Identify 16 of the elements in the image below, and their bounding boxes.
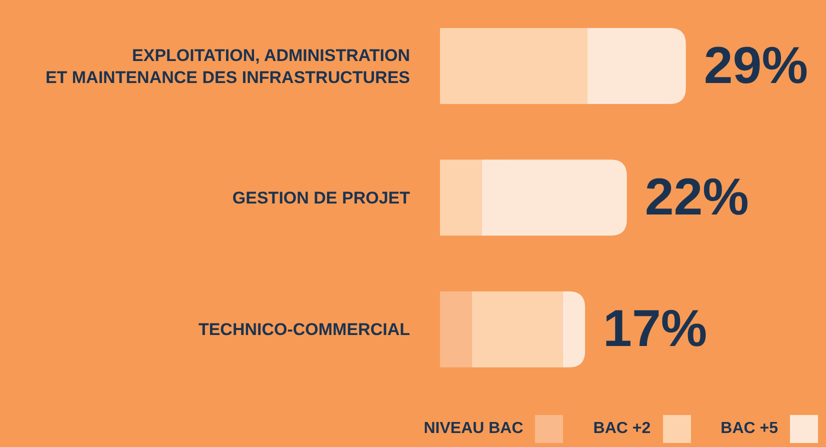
bar bbox=[588, 28, 686, 104]
legend-label: BAC +5 bbox=[720, 420, 778, 438]
annotation: 17% bbox=[603, 300, 708, 358]
bar bbox=[562, 291, 586, 368]
y-tick-label: EXPLOITATION, ADMINISTRATION ET MAINTENANCE DES INFRASTRUCTURES bbox=[45, 45, 410, 86]
legend-label: NIVEAU BAC bbox=[424, 420, 524, 438]
bar bbox=[472, 291, 563, 368]
y-tick-label: TECHNICO-COMMERCIAL bbox=[198, 320, 410, 339]
bar bbox=[440, 28, 588, 104]
legend-label: BAC +2 bbox=[593, 420, 651, 438]
bar bbox=[482, 160, 627, 236]
annotation: 22% bbox=[644, 168, 749, 226]
bar bbox=[440, 160, 482, 236]
annotation: 29% bbox=[704, 36, 808, 95]
bar bbox=[440, 291, 472, 368]
y-tick-label: GESTION DE PROJET bbox=[232, 188, 411, 207]
